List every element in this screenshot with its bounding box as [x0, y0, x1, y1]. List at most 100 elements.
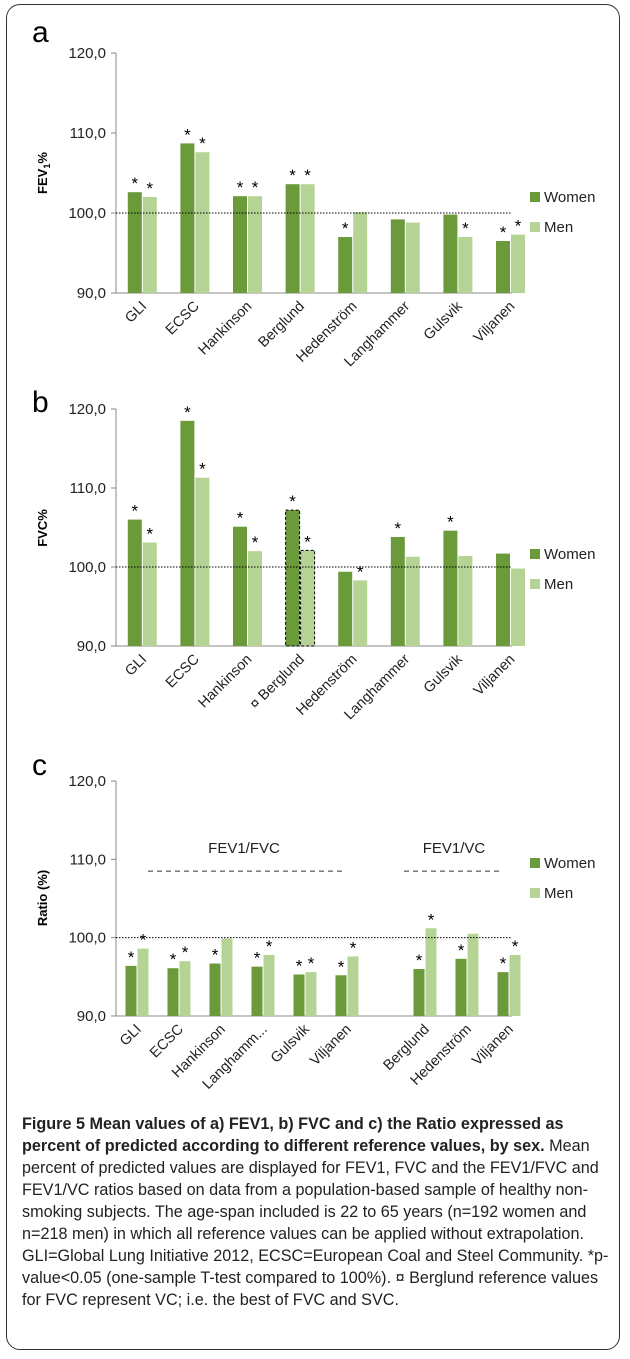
panel-c-ytick-label: 100,0 [68, 930, 106, 947]
panel-a-category-label: Hankinson [196, 299, 256, 359]
panel-a-significance-star: * [146, 179, 153, 198]
panel-a-legend-women: Women [544, 189, 595, 206]
panel-c-ytick-label: 110,0 [70, 851, 106, 868]
panel-c-category-label: Gulsvik [268, 1021, 313, 1066]
panel-b-ytick-label: 90,0 [77, 638, 106, 655]
panel-a-category-label: Viljanen [471, 299, 519, 347]
caption-title: Figure 5 Mean values of a) FEV1, b) FVC … [22, 1115, 564, 1155]
panel-b-bar-women [390, 536, 405, 646]
panel-a-ytick-label: 100,0 [68, 205, 106, 222]
panel-a-significance-star: * [500, 223, 507, 242]
panel-a-bar-women [180, 143, 195, 293]
panel-a-legend-swatch-women [530, 192, 540, 202]
panel-b-bar-men [195, 477, 210, 646]
panel-a-bar-women [443, 214, 458, 293]
panel-b-category-label: Gulsvik [421, 651, 466, 696]
panel-c-significance-star: * [266, 937, 273, 956]
panel-c-significance-star: * [140, 931, 147, 950]
panel-c-category-label: GLI [117, 1022, 145, 1050]
panel-c-bar-women [497, 972, 509, 1016]
panel-b-significance-star: * [304, 532, 311, 551]
panel-c-bar-men [425, 928, 437, 1016]
panel-b-significance-star: * [252, 533, 259, 552]
panel-b-bar-women [496, 553, 510, 646]
panel-b-bar-men [405, 556, 420, 646]
panel-a-ytick-label: 120,0 [68, 45, 106, 62]
panel-c-group-label: FEV1/FVC [208, 840, 280, 857]
figure-caption: Figure 5 Mean values of a) FEV1, b) FVC … [22, 1113, 612, 1311]
panel-b-category-label: Hankinson [196, 652, 256, 712]
panel-c-legend-men: Men [544, 885, 573, 902]
panel-b-legend-swatch-men [530, 579, 540, 589]
panel-b-bar-men [353, 580, 368, 646]
panel-c-bar-men [347, 956, 359, 1016]
panel-b-significance-star: * [289, 492, 296, 511]
panel-b-significance-star: * [131, 502, 138, 521]
panel-a-bar-men [248, 196, 262, 293]
panel-c-significance-star: * [254, 949, 261, 968]
panel-a-significance-star: * [237, 178, 244, 197]
panel-b-category-label: ECSC [163, 652, 203, 692]
panel-b-significance-star: * [394, 519, 401, 538]
panel-a-bar-men [458, 237, 473, 293]
panel-a-significance-star: * [184, 125, 191, 144]
panel-c-ylabel: Ratio (%) [35, 870, 50, 926]
panel-a-bar-women [338, 237, 353, 293]
panel-a-bar-men [353, 212, 368, 293]
panel-a-ylabel: FEV1% [35, 152, 52, 194]
panel-b-ylabel: FVC% [35, 509, 50, 547]
panel-c-category-label: ECSC [147, 1022, 187, 1062]
panel-b-ytick-label: 120,0 [68, 401, 106, 418]
panel-b-ytick-label: 100,0 [68, 559, 106, 576]
panel-c-bar-women [455, 958, 467, 1016]
panel-c-legend-swatch-women [530, 858, 540, 868]
panel-a-category-label: Gulsvik [421, 298, 466, 343]
panel-c-bar-women [125, 965, 137, 1016]
panel-b-legend-men: Men [544, 576, 573, 593]
panel-c-significance-star: * [308, 954, 315, 973]
panel-a-significance-star: * [462, 219, 469, 238]
panel-c-bar-women [251, 966, 263, 1016]
panel-a-significance-star: * [199, 134, 206, 153]
panel-c-bar-men [509, 954, 521, 1016]
panel-a-bar-men [405, 222, 420, 293]
panel-c-significance-star: * [512, 937, 519, 956]
panel-a-significance-star: * [515, 217, 522, 236]
panel-c-bar-women [335, 975, 347, 1016]
panel-a-bar-men [142, 197, 157, 293]
panel-b-significance-star: * [357, 562, 364, 581]
figure-charts: a 120,0 110,0 100,0 90,0 FEV1% * * GLI * * ECSC * * Ha… [32, 16, 595, 1093]
panel-b-bar-women [127, 519, 142, 646]
panel-a-bar-men [300, 184, 315, 293]
panel-b-bar-women [285, 509, 301, 647]
panel-b-significance-star: * [184, 403, 191, 422]
panel-c-bar-men [467, 933, 479, 1016]
panel-c-significance-star: * [128, 948, 135, 967]
panel-a-bar-women [496, 241, 510, 293]
panel-b-significance-star: * [237, 509, 244, 528]
panel-b-bar-women [338, 571, 353, 646]
panel-c-category-label: Viljanen [469, 1022, 517, 1070]
panel-c-significance-star: * [350, 938, 357, 957]
panel-a-significance-star: * [252, 178, 259, 197]
panel-b-bar-men [248, 551, 262, 646]
panel-a-legend-men: Men [544, 219, 573, 236]
panel-c-letter: c [32, 749, 47, 782]
panel-c-bar-men [221, 938, 233, 1016]
panel-b-bar-women [180, 420, 195, 646]
panel-c-bar-women [209, 963, 221, 1016]
panel-c-significance-star: * [458, 941, 465, 960]
panel-c-ytick-label: 120,0 [68, 773, 106, 790]
panel-c-ytick-label: 90,0 [77, 1008, 106, 1025]
panel-c-significance-star: * [212, 946, 219, 965]
panel-a-bar-women [390, 219, 405, 293]
panel-b-bar-men [511, 568, 525, 646]
panel-b-significance-star: * [199, 460, 206, 479]
figure-frame [6, 4, 620, 1350]
panel-b-legend-swatch-women [530, 549, 540, 559]
panel-a-ytick-label: 90,0 [77, 285, 106, 302]
panel-a-bar-men [195, 152, 210, 293]
panel-b-letter: b [32, 386, 49, 419]
panel-b-bar-women [233, 526, 247, 646]
panel-c-bar-women [167, 968, 179, 1016]
